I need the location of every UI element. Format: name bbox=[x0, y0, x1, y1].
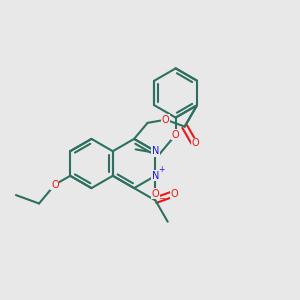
Text: O: O bbox=[51, 180, 59, 190]
Text: N: N bbox=[152, 171, 159, 181]
Text: O: O bbox=[170, 189, 178, 199]
Text: O: O bbox=[172, 130, 179, 140]
Text: −: − bbox=[158, 194, 166, 203]
Text: +: + bbox=[158, 165, 165, 174]
Text: O: O bbox=[162, 115, 169, 125]
Text: N: N bbox=[152, 146, 159, 156]
Text: O: O bbox=[192, 138, 200, 148]
Text: O: O bbox=[152, 189, 159, 199]
